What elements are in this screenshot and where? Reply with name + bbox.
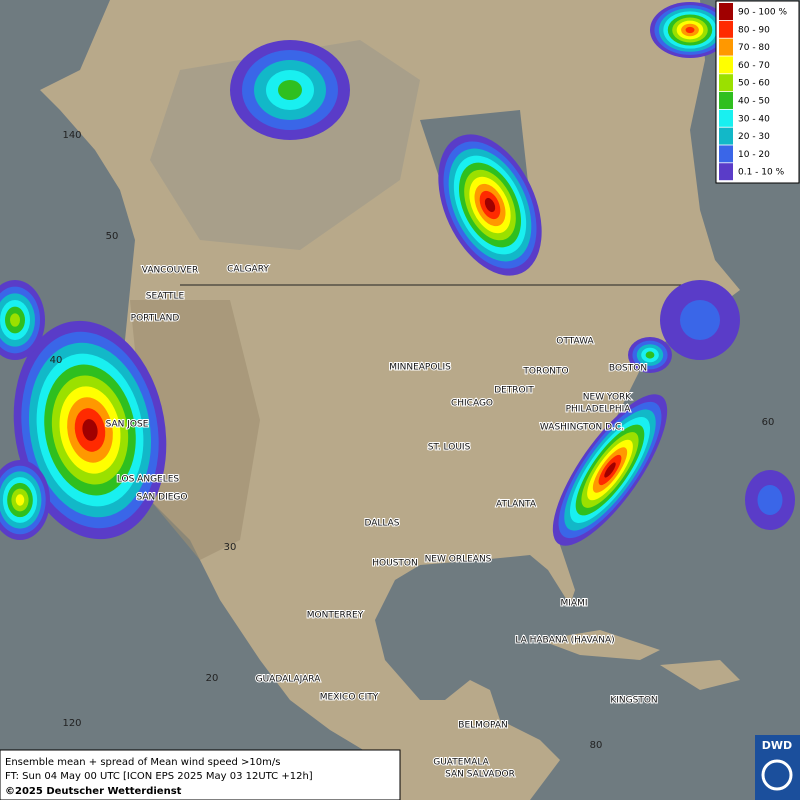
caption-box [0,749,401,801]
probability-area [645,351,655,359]
legend-label: 10 - 20 [738,150,770,160]
city-label: NEW ORLEANS [425,555,492,565]
hispaniola [660,660,740,690]
probability-area [10,313,20,327]
labels: VANCOUVER CALGARY SEATTLE PORTLAND MINNEAPOL… [50,130,775,781]
city-label: ST. LOUIS [428,443,471,453]
city-label: LA HABANA (HAVANA) [515,636,614,646]
city-label: GUADALAJARA [256,675,322,685]
legend-label: 80 - 90 [738,25,770,35]
probability-area [757,485,783,515]
legend-label: 90 - 100 % [738,8,787,18]
city-label: SAN SALVADOR [445,770,515,780]
city-label: LOS ANGELES [117,475,180,485]
city-label: SAN JOSE [106,420,149,430]
legend-swatch [719,92,733,109]
mountains [150,40,420,250]
legend-swatch [719,38,733,56]
city-label: TORONTO [522,367,568,377]
logo-swirl [761,759,793,791]
city-label: PHILADELPHIA [566,405,632,415]
city-label: HOUSTON [372,559,417,569]
legend-label: 60 - 70 [738,61,770,71]
legend-label: 20 - 30 [738,132,770,142]
probability-area [82,419,98,441]
city-label: KINGSTON [610,696,657,706]
graticule-label: 30 [224,542,237,553]
city-label: MINNEAPOLIS [389,363,451,373]
legend-label: 70 - 80 [738,43,770,53]
legend-swatch [719,163,733,181]
legend-swatch [719,109,733,127]
city-label: CALGARY [227,265,269,275]
city-label: CHICAGO [451,399,493,409]
city-label: BELMOPAN [458,721,507,731]
city-label: MIAMI [561,599,588,609]
city-label: SAN DIEGO [137,493,188,503]
city-label: WASHINGTON D.C. [540,423,624,433]
graticule-label: 120 [62,718,81,729]
city-label: SEATTLE [146,292,185,302]
probability-area [484,197,496,213]
probability-areas [0,2,795,546]
caption-line: Ensemble mean + spread of Mean wind spee… [5,757,280,768]
legend-swatch [719,56,733,74]
legend-label: 30 - 40 [738,114,770,124]
legend-swatch [719,74,733,92]
logo-text: DWD [762,739,792,752]
graticule-label: 50 [106,231,119,242]
city-label: ATLANTA [496,500,537,510]
probability-area [278,80,302,100]
city-label: MEXICO CITY [320,693,379,703]
graticule-label: 40 [50,355,63,366]
graticule-label: 80 [590,740,603,751]
rockies [130,300,260,560]
legend-label: 50 - 60 [738,79,770,89]
city-label: DETROIT [494,386,534,396]
graticule-label: 60 [762,417,775,428]
legend-label: 40 - 50 [738,97,770,107]
city-label: DALLAS [364,519,399,529]
graticule-label: 140 [62,130,81,141]
city-label: BOSTON [609,364,647,374]
legend-swatch [719,127,733,145]
city-label: PORTLAND [131,314,180,324]
caption-line: ©2025 Deutscher Wetterdienst [5,786,182,797]
graticule-label: 20 [206,673,219,684]
probability-area [15,494,25,506]
city-label: OTTAWA [556,337,594,347]
probability-area [604,462,616,478]
city-label: GUATEMALA [433,758,489,768]
legend-swatch [719,3,733,20]
cuba [540,630,660,660]
city-label: NEW YORK [583,393,633,403]
probability-area [680,300,720,340]
legend-swatch [719,20,733,38]
legend-swatch [719,145,733,163]
city-label: VANCOUVER [142,266,199,276]
legend-label: 0.1 - 10 % [738,168,785,178]
legend: 90 - 100 % 80 - 90 70 - 80 60 - 70 50 - 60 40… [715,0,800,184]
probability-area [685,26,695,34]
caption-line: FT: Sun 04 May 00 UTC [ICON EPS 2025 May… [5,771,313,782]
city-label: MONTERREY [307,611,364,621]
